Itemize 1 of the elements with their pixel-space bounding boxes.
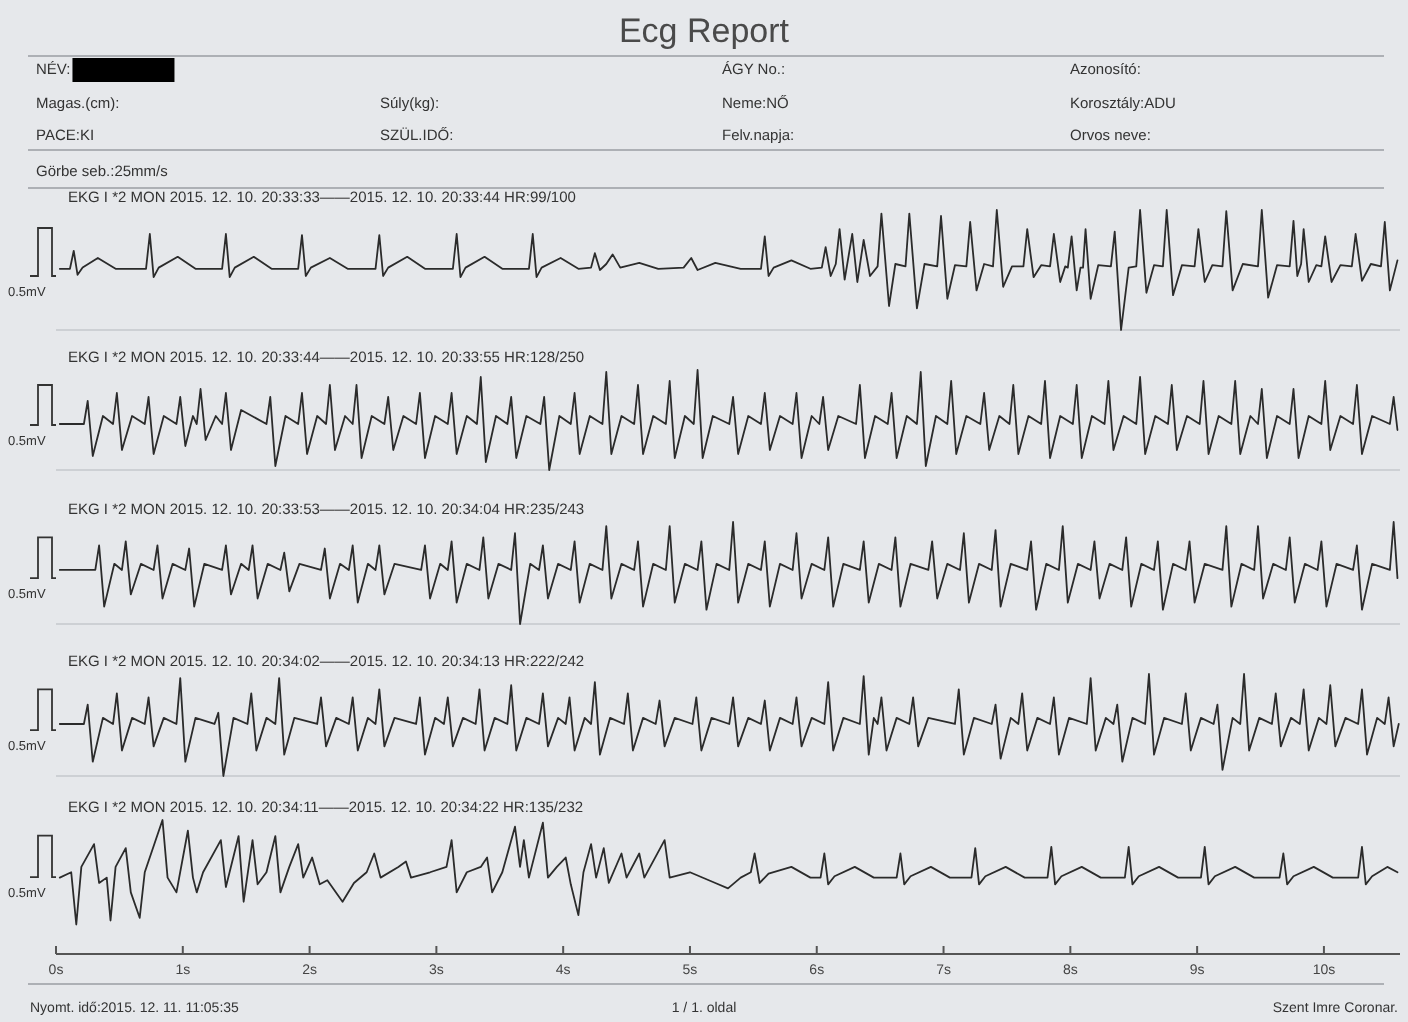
text: Ecg Report [618,12,790,50]
